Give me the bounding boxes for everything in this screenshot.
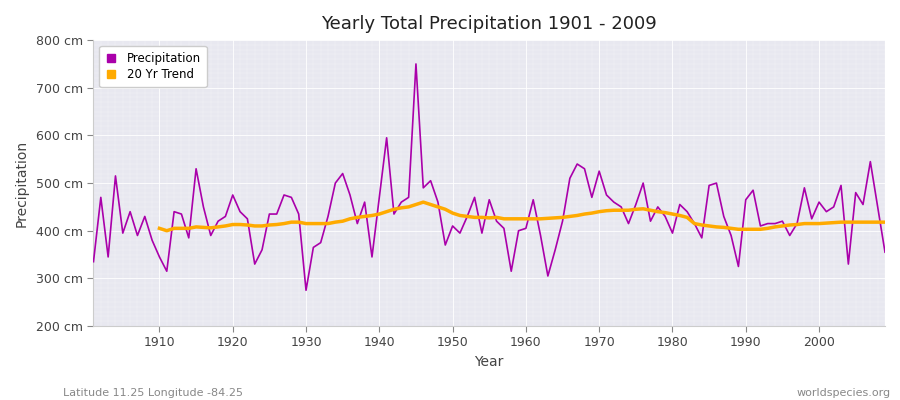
Precipitation [315,240,326,245]
Title: Yearly Total Precipitation 1901 - 2009: Yearly Total Precipitation 1901 - 2009 [321,15,657,33]
Precipitation [536,233,546,238]
Text: Latitude 11.25 Longitude -84.25: Latitude 11.25 Longitude -84.25 [63,388,243,398]
20 Yr Trend [858,220,868,224]
20 Yr Trend [154,226,165,231]
20 Yr Trend [330,220,341,224]
Precipitation [301,288,311,293]
Precipitation [623,221,634,226]
20 Yr Trend [835,220,846,224]
Precipitation [527,197,538,202]
Precipitation [879,250,890,254]
Precipitation [147,238,158,243]
Line: Precipitation: Precipitation [94,64,885,290]
20 Yr Trend [418,200,428,204]
Line: 20 Yr Trend: 20 Yr Trend [159,202,885,231]
Precipitation [88,259,99,264]
Precipitation [359,200,370,204]
20 Yr Trend [601,208,612,213]
20 Yr Trend [301,221,311,226]
Text: worldspecies.org: worldspecies.org [796,388,891,398]
20 Yr Trend [161,228,172,233]
Precipitation [410,62,421,66]
20 Yr Trend [543,216,553,221]
Y-axis label: Precipitation: Precipitation [15,140,29,227]
20 Yr Trend [879,220,890,224]
Legend: Precipitation, 20 Yr Trend: Precipitation, 20 Yr Trend [99,46,207,87]
X-axis label: Year: Year [474,355,504,369]
